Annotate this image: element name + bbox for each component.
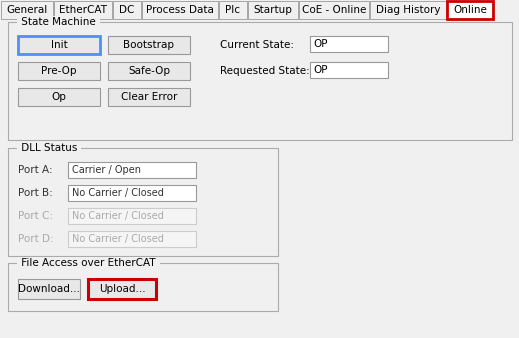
Text: Online: Online xyxy=(453,5,487,15)
Text: Port C:: Port C: xyxy=(18,211,53,221)
FancyBboxPatch shape xyxy=(54,1,112,19)
Text: Op: Op xyxy=(51,92,66,102)
Text: Plc: Plc xyxy=(225,5,240,15)
Text: OP: OP xyxy=(313,65,327,75)
FancyBboxPatch shape xyxy=(310,36,388,52)
FancyBboxPatch shape xyxy=(68,162,196,178)
FancyBboxPatch shape xyxy=(370,1,446,19)
FancyBboxPatch shape xyxy=(299,1,369,19)
Text: DLL Status: DLL Status xyxy=(18,143,80,153)
Text: Diag History: Diag History xyxy=(376,5,440,15)
Text: Init: Init xyxy=(51,40,67,50)
FancyBboxPatch shape xyxy=(18,88,100,106)
Text: EtherCAT: EtherCAT xyxy=(59,5,107,15)
Text: Clear Error: Clear Error xyxy=(121,92,177,102)
Text: Bootstrap: Bootstrap xyxy=(124,40,174,50)
Text: Process Data: Process Data xyxy=(146,5,214,15)
Text: Requested State:: Requested State: xyxy=(220,66,310,76)
Text: No Carrier / Closed: No Carrier / Closed xyxy=(72,188,164,198)
Text: Safe-Op: Safe-Op xyxy=(128,66,170,76)
FancyBboxPatch shape xyxy=(68,231,196,247)
FancyBboxPatch shape xyxy=(248,1,298,19)
Text: Upload...: Upload... xyxy=(99,284,145,294)
Text: DC: DC xyxy=(119,5,135,15)
FancyBboxPatch shape xyxy=(8,148,278,256)
FancyBboxPatch shape xyxy=(18,279,80,299)
Text: Port D:: Port D: xyxy=(18,234,53,244)
FancyBboxPatch shape xyxy=(447,1,493,19)
Text: Pre-Op: Pre-Op xyxy=(41,66,77,76)
Text: No Carrier / Closed: No Carrier / Closed xyxy=(72,211,164,221)
FancyBboxPatch shape xyxy=(8,22,512,140)
FancyBboxPatch shape xyxy=(113,1,141,19)
FancyBboxPatch shape xyxy=(219,1,247,19)
Text: General: General xyxy=(6,5,48,15)
Text: OP: OP xyxy=(313,39,327,49)
Text: Download...: Download... xyxy=(18,284,80,294)
Text: Startup: Startup xyxy=(254,5,292,15)
FancyBboxPatch shape xyxy=(142,1,218,19)
FancyBboxPatch shape xyxy=(18,62,100,80)
FancyBboxPatch shape xyxy=(68,208,196,224)
FancyBboxPatch shape xyxy=(108,62,190,80)
FancyBboxPatch shape xyxy=(68,185,196,201)
Text: File Access over EtherCAT: File Access over EtherCAT xyxy=(18,258,159,268)
Text: Port A:: Port A: xyxy=(18,165,52,175)
FancyBboxPatch shape xyxy=(108,88,190,106)
Text: Current State:: Current State: xyxy=(220,40,294,50)
FancyBboxPatch shape xyxy=(1,1,53,19)
FancyBboxPatch shape xyxy=(18,36,100,54)
FancyBboxPatch shape xyxy=(8,263,278,311)
FancyBboxPatch shape xyxy=(108,36,190,54)
Text: No Carrier / Closed: No Carrier / Closed xyxy=(72,234,164,244)
Text: Carrier / Open: Carrier / Open xyxy=(72,165,141,175)
FancyBboxPatch shape xyxy=(88,279,156,299)
Text: CoE - Online: CoE - Online xyxy=(302,5,366,15)
Text: State Machine: State Machine xyxy=(18,17,99,27)
Text: Port B:: Port B: xyxy=(18,188,53,198)
FancyBboxPatch shape xyxy=(310,62,388,78)
